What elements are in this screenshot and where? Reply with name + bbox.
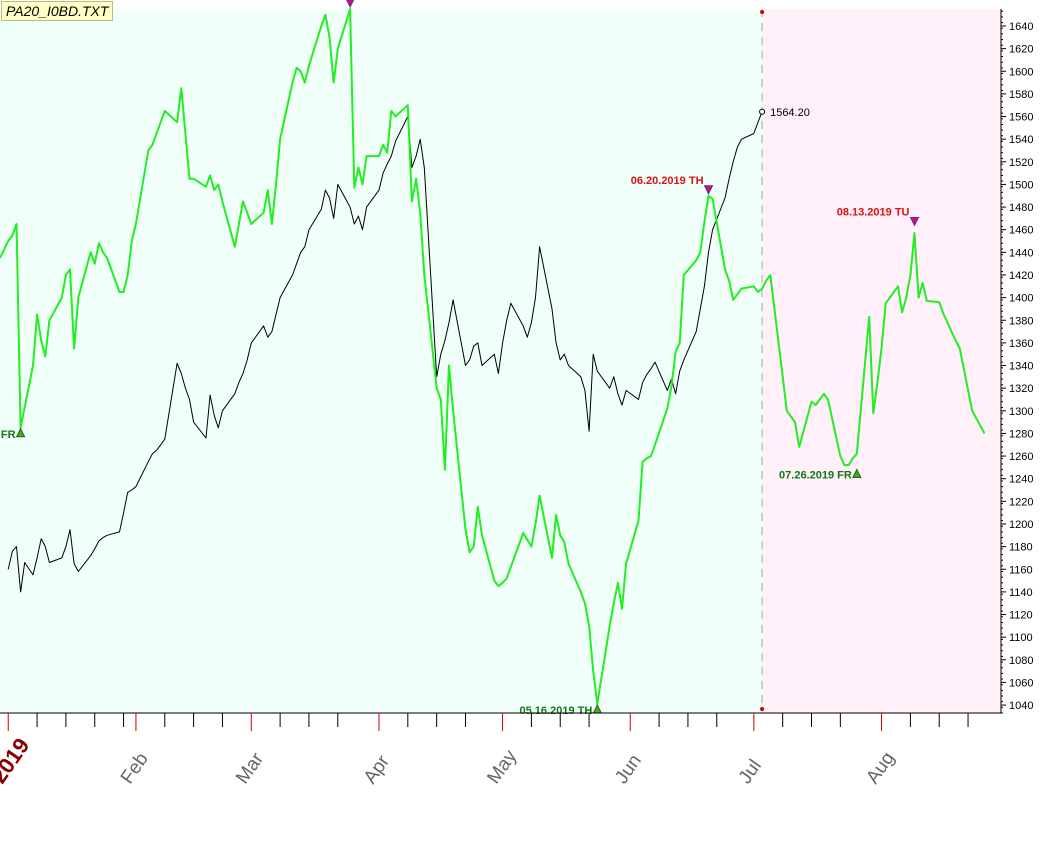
y-tick-label: 1560 [1009, 112, 1033, 124]
x-tick-label: Mar [232, 748, 268, 787]
forecast-line [0, 8, 986, 705]
y-tick-label: 1420 [1009, 270, 1033, 282]
high-label: 06.20.2019 TH [631, 175, 704, 187]
divider-top-dot [760, 10, 765, 14]
x-tick-label: Apr [360, 751, 395, 788]
low-marker [852, 468, 862, 479]
y-tick-label: 1240 [1009, 474, 1033, 486]
high-label: 08.13.2019 TU [837, 206, 910, 218]
y-tick-label: 1400 [1009, 293, 1033, 305]
high-marker [703, 185, 714, 195]
y-tick-label: 1360 [1009, 338, 1033, 350]
x-tick-label: Aug [862, 748, 899, 788]
y-tick-label: 1480 [1009, 202, 1033, 214]
y-tick-label: 1320 [1009, 383, 1033, 395]
y-tick-label: 1100 [1009, 632, 1033, 644]
y-tick-label: 1060 [1009, 677, 1033, 689]
y-tick-label: 1600 [1009, 66, 1033, 78]
y-tick-label: 1540 [1009, 134, 1033, 146]
y-tick-label: 1200 [1009, 519, 1033, 531]
y-tick-label: 1080 [1009, 655, 1033, 667]
x-tick-label: Feb [117, 749, 153, 788]
high-marker [346, 0, 355, 9]
low-label: 05.16.2019 TH [520, 705, 593, 717]
y-tick-label: 1640 [1009, 21, 1033, 33]
low-label: FR [1, 429, 16, 441]
price-line [7, 111, 763, 593]
low-marker [15, 427, 26, 438]
x-tick-label: Jun [611, 751, 646, 788]
y-tick-label: 1300 [1009, 406, 1033, 418]
y-tick-label: 1160 [1009, 564, 1033, 576]
y-tick-label: 1220 [1009, 496, 1033, 508]
x-tick-label: May [483, 746, 521, 788]
y-tick-label: 1620 [1009, 44, 1033, 56]
last-price-label: 1564.20 [770, 107, 810, 119]
y-tick-label: 1520 [1009, 157, 1033, 169]
x-tick-label: 2019 [0, 733, 34, 787]
x-tick-label: Jul [735, 756, 766, 788]
y-tick-label: 1580 [1009, 89, 1033, 101]
file-name-label: PA20_I0BD.TXT [1, 1, 114, 21]
high-marker [909, 216, 920, 227]
y-tick-label: 1040 [1009, 700, 1033, 712]
y-tick-label: 1460 [1009, 225, 1033, 237]
y-tick-label: 1280 [1009, 428, 1033, 440]
forecast-background [762, 9, 1001, 713]
low-label: 07.26.2019 FR [779, 470, 852, 482]
y-tick-label: 1260 [1009, 451, 1033, 463]
y-tick-label: 1140 [1009, 587, 1033, 599]
y-tick-label: 1500 [1009, 179, 1033, 191]
y-tick-label: 1340 [1009, 361, 1033, 373]
y-tick-label: 1180 [1009, 542, 1033, 554]
y-tick-label: 1120 [1009, 610, 1033, 622]
divider-bottom-dot [760, 707, 765, 711]
history-background [0, 9, 763, 713]
y-tick-label: 1380 [1009, 315, 1033, 327]
last-price-marker [759, 108, 766, 115]
y-tick-label: 1440 [1009, 247, 1033, 259]
